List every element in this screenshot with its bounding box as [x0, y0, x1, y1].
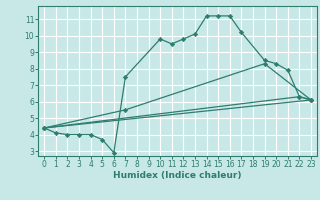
X-axis label: Humidex (Indice chaleur): Humidex (Indice chaleur)	[113, 171, 242, 180]
